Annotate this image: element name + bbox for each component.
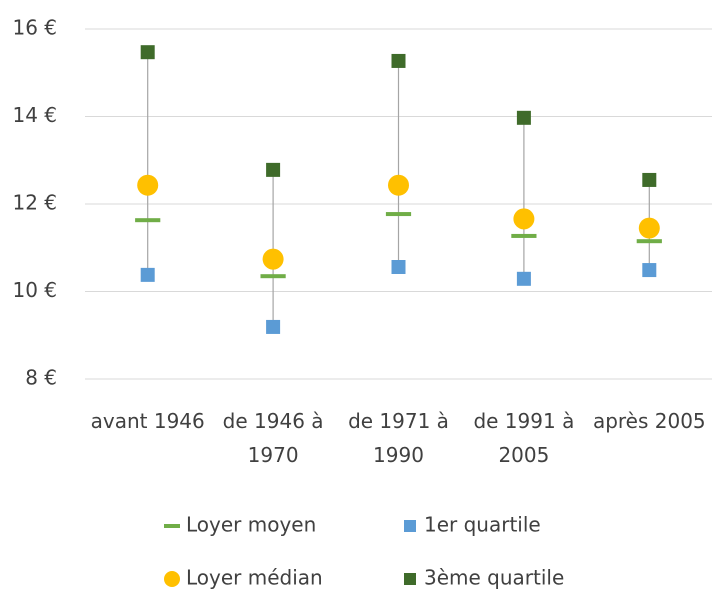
- legend-label: Loyer moyen: [186, 513, 316, 537]
- mean-marker: [260, 274, 286, 279]
- x-tick-label: de 1991 à 2005: [473, 409, 575, 467]
- quartile-marker: [140, 267, 155, 282]
- median-marker: [262, 248, 284, 270]
- legend-marker: [164, 571, 180, 587]
- legend-label: Loyer médian: [186, 566, 323, 590]
- mean-marker: [135, 218, 161, 223]
- legend-label: 3ème quartile: [424, 566, 564, 590]
- quartile-marker: [516, 271, 531, 286]
- quartile-marker: [266, 319, 281, 334]
- mean-marker: [385, 212, 412, 217]
- quartile-marker: [516, 110, 531, 125]
- median-marker: [388, 174, 409, 196]
- legend-marker: [164, 524, 180, 528]
- quartile-marker: [642, 263, 657, 278]
- x-tick-label: de 1946 à 1970: [222, 409, 324, 467]
- median-marker: [513, 208, 535, 230]
- y-tick-label: 12 €: [12, 191, 57, 215]
- y-tick-label: 16 €: [12, 16, 57, 40]
- quartile-marker: [391, 53, 406, 68]
- quartile-marker: [642, 172, 657, 187]
- median-marker: [137, 174, 159, 196]
- x-tick-label: après 2005: [592, 409, 706, 433]
- x-tick-label: de 1971 à 1990: [348, 409, 449, 467]
- median-marker: [638, 217, 660, 239]
- legend-marker: [404, 573, 416, 585]
- y-tick-label: 10 €: [12, 278, 57, 302]
- mean-marker: [636, 239, 662, 244]
- y-tick-label: 8 €: [25, 366, 57, 390]
- quartile-marker: [266, 162, 281, 177]
- x-tick-label: avant 1946: [90, 409, 205, 433]
- mean-marker: [511, 233, 537, 238]
- y-tick-label: 14 €: [12, 103, 57, 127]
- quartile-marker: [391, 260, 406, 274]
- legend-marker: [404, 520, 416, 532]
- quartile-marker: [140, 45, 155, 60]
- legend-label: 1er quartile: [424, 513, 541, 537]
